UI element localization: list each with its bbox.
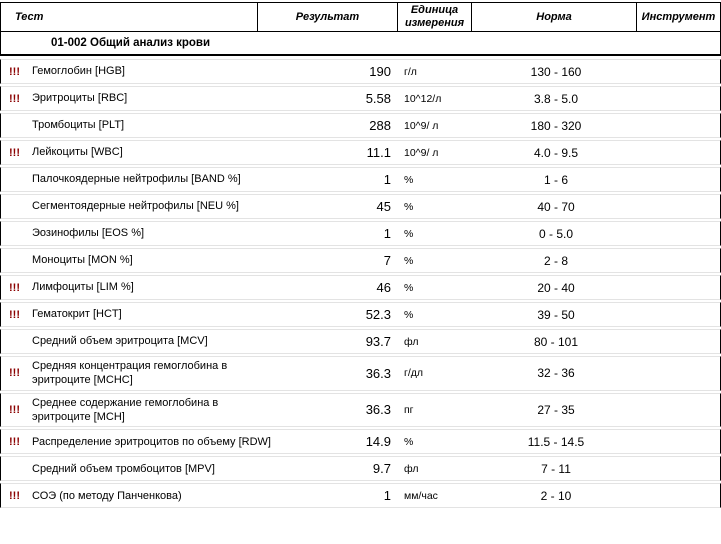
norm-range: 27 - 35 <box>537 402 575 417</box>
unit-value: % <box>404 435 414 448</box>
result-value: 11.1 <box>366 145 391 160</box>
table-row: Тромбоциты [PLT] 288 10^9/ л 180 - 320 <box>0 113 721 138</box>
norm-range: 39 - 50 <box>537 307 575 322</box>
abnormal-flag: !!! <box>9 308 20 321</box>
table-row: !!! Гемоглобин [HGB] 190 г/л 130 - 160 <box>0 59 721 84</box>
column-header-norm: Норма <box>472 3 637 31</box>
unit-value: пг <box>404 403 414 416</box>
abnormal-flag: !!! <box>9 65 20 78</box>
table-row: !!! СОЭ (по методу Панченкова) 1 мм/час … <box>0 483 721 509</box>
norm-range: 1 - 6 <box>543 172 568 187</box>
table-row: Палочкоядерные нейтрофилы [BAND %] 1 % 1… <box>0 167 721 192</box>
norm-range: 130 - 160 <box>530 64 582 79</box>
norm-range: 7 - 11 <box>541 461 571 476</box>
column-header-test: Тест <box>1 3 258 31</box>
unit-value: % <box>404 308 414 321</box>
table-row: Эозинофилы [EOS %] 1 % 0 - 5.0 <box>0 221 721 246</box>
norm-range: 4.0 - 9.5 <box>533 145 579 160</box>
test-name: Сегментоядерные нейтрофилы [NEU %] <box>32 200 239 213</box>
unit-value: 10^9/ л <box>404 119 439 132</box>
result-value: 14.9 <box>365 434 391 450</box>
column-header-unit: Единица измерения <box>398 3 472 31</box>
abnormal-flag: !!! <box>9 146 20 159</box>
test-name: Палочкоядерные нейтрофилы [BAND %] <box>32 173 241 186</box>
result-value: 7 <box>383 253 391 268</box>
unit-value: 10^12/л <box>404 92 442 105</box>
test-name: Среднее содержание гемоглобина в эритроц… <box>32 396 219 423</box>
unit-value: 10^9/ л <box>404 146 439 159</box>
table-row: Средний объем тромбоцитов [MPV] 9.7 фл 7… <box>0 456 721 482</box>
table-row: !!! Лейкоциты [WBC] 11.1 10^9/ л 4.0 - 9… <box>0 140 721 165</box>
result-value: 5.58 <box>365 91 391 106</box>
unit-value: % <box>404 281 414 294</box>
unit-value: г/л <box>404 65 417 78</box>
table-row: !!! Лимфоциты [LIM %] 46 % 20 - 40 <box>0 275 721 300</box>
norm-range: 180 - 320 <box>530 118 582 133</box>
result-value: 52.3 <box>365 307 391 322</box>
abnormal-flag: !!! <box>9 281 20 294</box>
test-name: Средний объем тромбоцитов [MPV] <box>32 462 215 475</box>
norm-range: 32 - 36 <box>537 366 575 381</box>
result-value: 1 <box>383 226 391 241</box>
table-row: !!! Среднее содержание гемоглобина в эри… <box>0 392 721 428</box>
unit-value: % <box>404 254 414 267</box>
table-header: Тест Результат Единица измерения Норма И… <box>0 2 721 32</box>
test-name: СОЭ (по методу Панченкова) <box>32 489 182 502</box>
result-value: 45 <box>376 199 391 214</box>
unit-value: фл <box>404 462 419 475</box>
test-name: Средняя концентрация гемоглобина в эритр… <box>32 360 228 387</box>
result-value: 1 <box>383 172 391 187</box>
abnormal-flag: !!! <box>9 92 20 105</box>
result-value: 93.7 <box>365 334 391 349</box>
abnormal-flag: !!! <box>9 435 20 448</box>
test-name: Эозинофилы [EOS %] <box>32 227 145 240</box>
test-name: Гемоглобин [HGB] <box>32 65 125 78</box>
test-name: Лейкоциты [WBC] <box>32 146 123 159</box>
norm-range: 40 - 70 <box>537 199 575 214</box>
norm-range: 80 - 101 <box>533 334 579 349</box>
result-value: 288 <box>369 118 391 133</box>
test-name: Эритроциты [RBC] <box>32 92 128 105</box>
test-name: Моноциты [MON %] <box>32 254 133 267</box>
abnormal-flag: !!! <box>9 367 20 380</box>
unit-value: мм/час <box>404 489 438 502</box>
norm-range: 20 - 40 <box>537 280 575 295</box>
unit-value: г/дл <box>404 367 424 380</box>
norm-range: 0 - 5.0 <box>538 226 574 241</box>
test-name: Лимфоциты [LIM %] <box>32 281 134 294</box>
lab-results-report: Тест Результат Единица измерения Норма И… <box>0 2 721 509</box>
test-name: Распределение эритроцитов по объему [RDW… <box>32 435 271 448</box>
section-title: 01-002 Общий анализ крови <box>51 37 211 49</box>
result-value: 46 <box>376 280 391 295</box>
result-value: 1 <box>383 488 391 504</box>
unit-value: фл <box>404 335 419 348</box>
abnormal-flag: !!! <box>9 403 20 416</box>
norm-range: 2 - 8 <box>543 253 568 268</box>
test-name: Тромбоциты [PLT] <box>32 119 125 132</box>
test-name: Гематокрит [HCT] <box>32 308 122 321</box>
norm-range: 3.8 - 5.0 <box>533 91 579 106</box>
result-value: 9.7 <box>372 461 391 477</box>
result-value: 36.3 <box>365 402 391 418</box>
test-name: Средний объем эритроцита [MCV] <box>32 335 208 348</box>
norm-range: 2 - 10 <box>540 488 572 503</box>
abnormal-flag: !!! <box>9 489 20 502</box>
table-row: !!! Средняя концентрация гемоглобина в э… <box>0 356 721 391</box>
table-row: !!! Распределение эритроцитов по объему … <box>0 429 721 455</box>
column-header-instrument: Инструмент <box>641 10 716 23</box>
unit-value: % <box>404 173 414 186</box>
table-row: !!! Гематокрит [HCT] 52.3 % 39 - 50 <box>0 302 721 327</box>
table-body: !!! Гемоглобин [HGB] 190 г/л 130 - 160 !… <box>0 59 721 509</box>
unit-value: % <box>404 200 414 213</box>
table-row: Моноциты [MON %] 7 % 2 - 8 <box>0 248 721 273</box>
column-header-result: Результат <box>258 3 398 31</box>
unit-value: % <box>404 227 414 240</box>
table-row: Сегментоядерные нейтрофилы [NEU %] 45 % … <box>0 194 721 219</box>
section-header-row: 01-002 Общий анализ крови <box>0 32 721 56</box>
table-row: !!! Эритроциты [RBC] 5.58 10^12/л 3.8 - … <box>0 86 721 111</box>
table-row: Средний объем эритроцита [MCV] 93.7 фл 8… <box>0 329 721 354</box>
norm-range: 11.5 - 14.5 <box>527 434 585 449</box>
result-value: 190 <box>369 64 391 79</box>
result-value: 36.3 <box>365 365 391 381</box>
